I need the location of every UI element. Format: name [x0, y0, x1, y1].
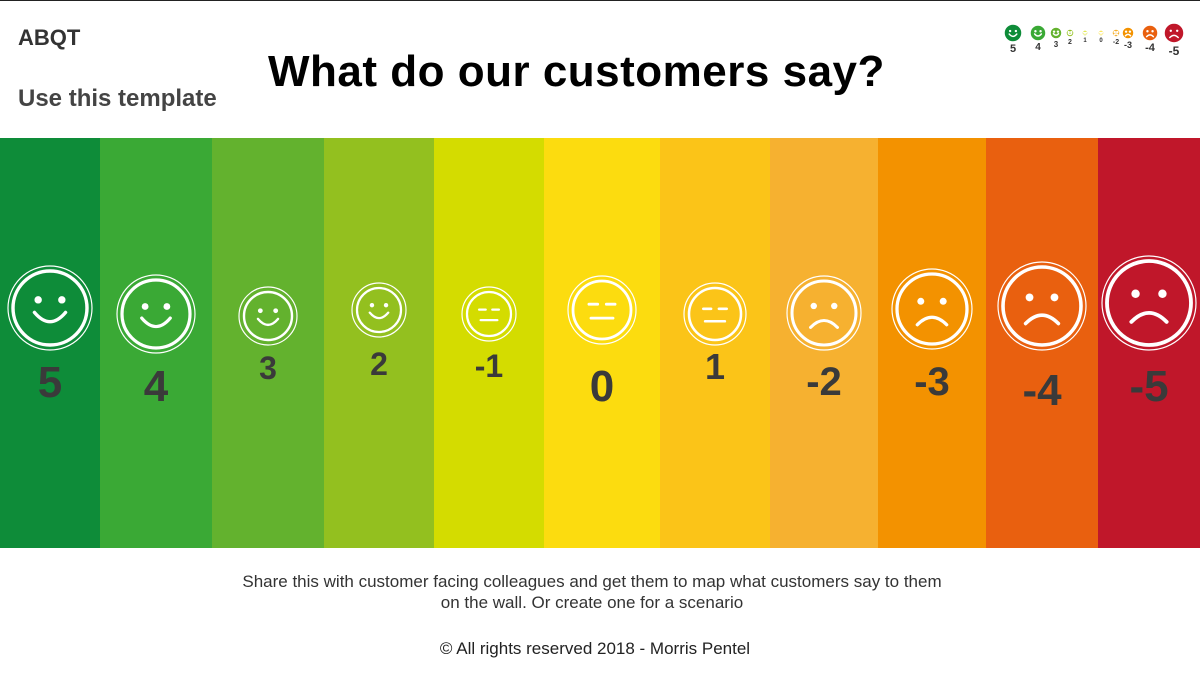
legend-item: -5 [1160, 21, 1188, 57]
scale-band--4: -4 [986, 138, 1098, 548]
legend-label: -4 [1145, 42, 1155, 54]
legend-item: 1 [1078, 28, 1092, 44]
legend-item: -2 [1108, 27, 1124, 46]
sad-face-icon [997, 261, 1087, 356]
neutral-face-icon [461, 286, 517, 347]
scale-value: 1 [704, 346, 726, 387]
scale-band--2: -2 [770, 138, 878, 548]
scale-band--3: -3 [878, 138, 986, 548]
scale-value: 2 [370, 346, 388, 382]
legend-item: 2 [1062, 27, 1078, 46]
sad-face-icon [786, 275, 862, 356]
copyright-text: © All rights reserved 2018 - Morris Pent… [439, 639, 751, 658]
legend-face-icon [1026, 23, 1050, 43]
smiley-icon [351, 282, 407, 343]
neutral-face-icon [683, 282, 747, 351]
legend-face-icon [1000, 22, 1026, 44]
legend-face-icon [1138, 23, 1162, 43]
legend-item: 5 [1000, 22, 1026, 55]
scale-value: 4 [143, 362, 169, 411]
scale-band-2: 2 [324, 138, 434, 548]
legend-face-icon [1118, 25, 1138, 41]
legend-face-icon [1108, 27, 1124, 39]
scale-value: 3 [259, 350, 277, 386]
scale-band--1: -1 [434, 138, 544, 548]
legend-item: 3 [1046, 25, 1066, 49]
scale-band--5: -5 [1098, 138, 1200, 548]
sad-face-icon [891, 268, 973, 355]
scale-value: -4 [1022, 366, 1062, 415]
scale-band-3: 3 [212, 138, 324, 548]
legend-label: 0 [1099, 38, 1103, 44]
sad-face-icon [1101, 255, 1197, 356]
scale-value: 0 [589, 362, 615, 411]
legend-face-icon [1062, 27, 1078, 39]
legend-label: 3 [1053, 40, 1059, 49]
smiley-icon [116, 274, 196, 359]
sentiment-scale-strip: 5 4 3 2 -1 0 1 -2 -3 [0, 138, 1200, 548]
legend-label: -3 [1123, 40, 1132, 50]
scale-band-1: 1 [660, 138, 770, 548]
page-title: What do our customers say? [268, 47, 885, 96]
legend-label: 1 [1083, 38, 1087, 44]
smiley-icon [238, 286, 298, 351]
legend-item: -4 [1138, 23, 1162, 54]
scale-band-5: 5 [0, 138, 100, 548]
legend: 5 4 3 2 1 0 -2 -3 -4 [1000, 19, 1190, 63]
brand-label: ABQT [18, 25, 81, 50]
instructions-text: Share this with customer facing colleagu… [242, 572, 942, 612]
scale-value: 5 [37, 358, 63, 407]
neutral-face-icon [567, 275, 637, 350]
legend-label: -2 [1112, 39, 1120, 46]
scale-value: -5 [1129, 362, 1169, 411]
smiley-icon [7, 265, 93, 356]
legend-label: -5 [1168, 44, 1180, 58]
scale-value: -3 [914, 360, 950, 404]
legend-item: 0 [1094, 28, 1108, 44]
template-subtitle: Use this template [18, 85, 217, 112]
legend-face-icon [1046, 25, 1066, 41]
scale-value: -1 [474, 348, 504, 384]
legend-face-icon [1160, 21, 1188, 45]
legend-label: 4 [1035, 42, 1041, 53]
scale-band-0: 0 [544, 138, 660, 548]
legend-label: 2 [1068, 39, 1072, 46]
scale-band-4: 4 [100, 138, 212, 548]
legend-face-icon [1094, 28, 1108, 38]
scale-value: -2 [806, 360, 842, 404]
legend-item: 4 [1026, 23, 1050, 53]
legend-label: 5 [1009, 43, 1017, 55]
legend-item: -3 [1118, 25, 1138, 50]
legend-face-icon [1078, 28, 1092, 38]
